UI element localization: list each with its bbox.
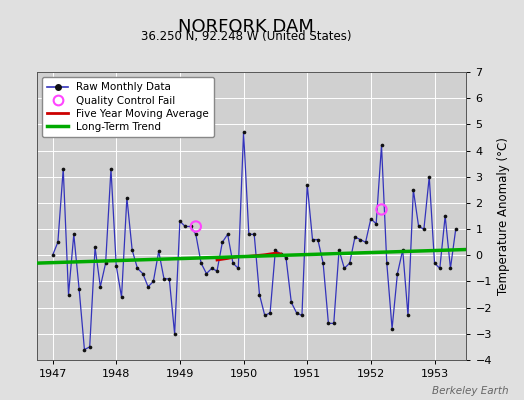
Point bbox=[367, 216, 375, 222]
Point bbox=[85, 344, 94, 350]
Point bbox=[112, 262, 121, 269]
Point bbox=[351, 234, 359, 240]
Point bbox=[420, 226, 428, 232]
Point bbox=[239, 129, 248, 136]
Point bbox=[250, 231, 258, 238]
Point bbox=[59, 166, 68, 172]
Point bbox=[399, 247, 407, 253]
Point bbox=[75, 286, 83, 292]
Point bbox=[345, 260, 354, 266]
Point bbox=[335, 247, 343, 253]
Point bbox=[414, 223, 423, 230]
Point bbox=[319, 260, 328, 266]
Point bbox=[176, 218, 184, 224]
Point bbox=[404, 312, 412, 319]
Point bbox=[48, 252, 57, 258]
Y-axis label: Temperature Anomaly (°C): Temperature Anomaly (°C) bbox=[497, 137, 510, 295]
Point bbox=[107, 166, 115, 172]
Point bbox=[149, 278, 158, 285]
Point bbox=[64, 291, 73, 298]
Point bbox=[340, 265, 348, 272]
Text: NORFORK DAM: NORFORK DAM bbox=[178, 18, 314, 36]
Point bbox=[303, 181, 311, 188]
Point bbox=[356, 236, 364, 243]
Point bbox=[133, 265, 141, 272]
Point bbox=[139, 270, 147, 277]
Point bbox=[409, 187, 418, 193]
Point bbox=[229, 260, 237, 266]
Point bbox=[223, 231, 232, 238]
Point bbox=[181, 223, 189, 230]
Point bbox=[192, 223, 200, 230]
Point bbox=[117, 294, 126, 300]
Point bbox=[282, 255, 290, 261]
Point bbox=[330, 320, 338, 326]
Point bbox=[441, 213, 450, 219]
Point bbox=[277, 251, 285, 257]
Point bbox=[383, 260, 391, 266]
Point bbox=[208, 265, 216, 272]
Point bbox=[324, 320, 333, 326]
Point bbox=[144, 284, 152, 290]
Point bbox=[362, 239, 370, 245]
Point bbox=[266, 310, 274, 316]
Point bbox=[435, 265, 444, 272]
Point bbox=[255, 291, 264, 298]
Point bbox=[377, 142, 386, 148]
Point bbox=[287, 299, 296, 306]
Point bbox=[446, 265, 455, 272]
Point bbox=[155, 248, 163, 254]
Point bbox=[91, 244, 99, 251]
Point bbox=[308, 236, 316, 243]
Point bbox=[234, 265, 243, 272]
Legend: Raw Monthly Data, Quality Control Fail, Five Year Moving Average, Long-Term Tren: Raw Monthly Data, Quality Control Fail, … bbox=[42, 77, 214, 137]
Point bbox=[192, 231, 200, 238]
Point bbox=[245, 231, 253, 238]
Point bbox=[213, 268, 221, 274]
Point bbox=[187, 223, 195, 230]
Point bbox=[372, 221, 380, 227]
Point bbox=[218, 239, 226, 245]
Point bbox=[128, 247, 136, 253]
Text: Berkeley Earth: Berkeley Earth bbox=[432, 386, 508, 396]
Point bbox=[393, 270, 401, 277]
Point bbox=[70, 231, 78, 238]
Point bbox=[425, 174, 433, 180]
Point bbox=[430, 260, 439, 266]
Text: 36.250 N, 92.248 W (United States): 36.250 N, 92.248 W (United States) bbox=[141, 30, 352, 43]
Point bbox=[298, 312, 306, 319]
Point bbox=[314, 236, 322, 243]
Point bbox=[96, 284, 104, 290]
Point bbox=[123, 194, 131, 201]
Point bbox=[197, 260, 205, 266]
Point bbox=[292, 310, 301, 316]
Point bbox=[388, 325, 396, 332]
Point bbox=[170, 331, 179, 337]
Point bbox=[377, 206, 386, 213]
Point bbox=[271, 247, 280, 253]
Point bbox=[165, 276, 173, 282]
Point bbox=[80, 346, 89, 353]
Point bbox=[160, 276, 168, 282]
Point bbox=[202, 270, 211, 277]
Point bbox=[102, 260, 110, 266]
Point bbox=[53, 239, 62, 245]
Point bbox=[260, 312, 269, 319]
Point bbox=[452, 226, 460, 232]
